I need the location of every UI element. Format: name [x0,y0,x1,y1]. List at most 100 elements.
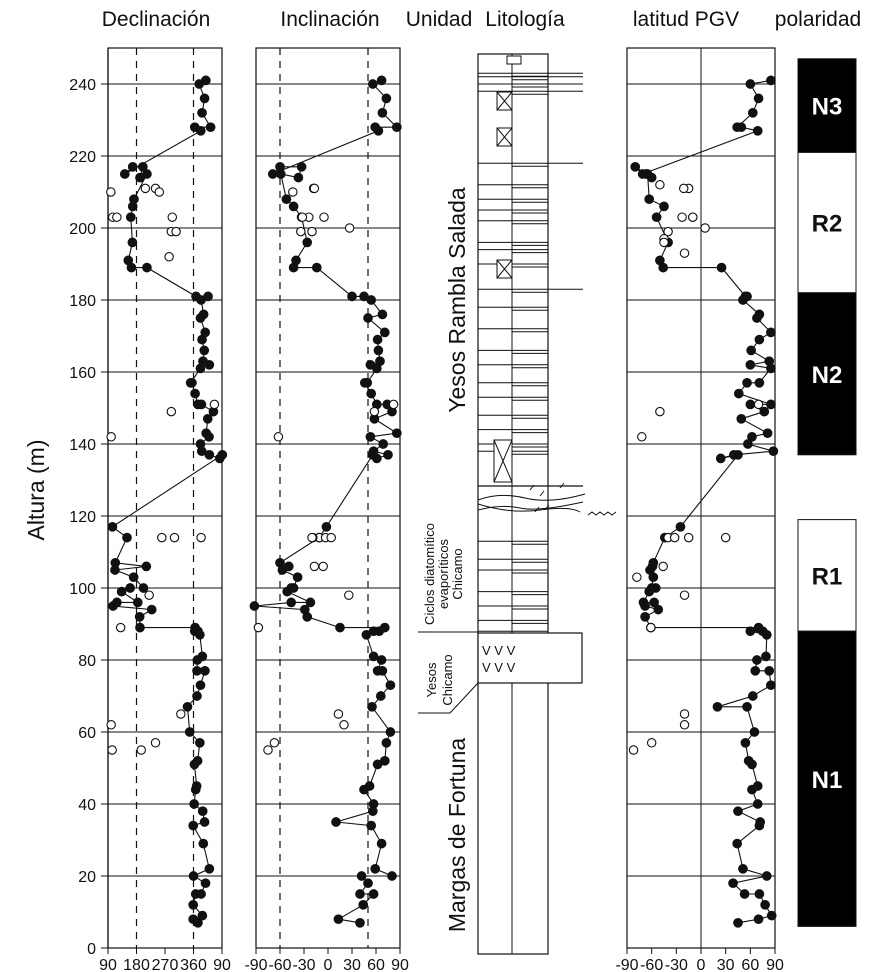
litologia-title: Litología [485,8,565,31]
latitud-point-filled [759,406,770,417]
inclinacion-point-open [369,406,380,417]
polarity-zone-n3 [797,58,857,153]
latitud-point-filled [728,878,738,889]
declinacion-point-open [166,406,177,417]
latitud-point-open [679,709,690,719]
latitud-point-open [669,532,680,543]
inclinacion-point-open [288,187,298,197]
latitud-point-filled [747,431,757,442]
declinacion-point-open [106,187,116,197]
inclinacion-point-filled [368,799,379,809]
declinacion-point-filled [185,377,196,388]
declinacion-point-filled [122,532,132,543]
latitud-x-tick-label: 60 [741,957,759,972]
latitud-point-filled [740,291,751,302]
latitud-point-open [658,561,668,572]
declinacion-point-filled [146,604,157,615]
declinacion-point-filled [198,838,209,849]
latitud-point-filled [754,309,765,320]
lithology-frame [477,53,549,955]
inclinacion-point-filled [387,871,397,881]
latitud-point-filled [747,691,758,701]
latitud-point-filled [715,453,726,464]
inclinacion-point-filled [333,914,344,925]
inclinacion-point-open [253,622,264,633]
inclinacion-point-open [269,738,280,748]
inclinacion-point-open [307,532,317,543]
latitud-point-open [655,406,665,417]
inclinacion-point-open [344,590,354,600]
latitud-point-open [663,226,673,237]
latitud-point-filled [742,701,752,712]
declinacion-point-open [154,187,165,197]
polarity-column: N3 R2 N2 R1 N1 [797,58,857,927]
declinacion-point-filled [116,586,127,597]
yesos-chicamo-block [477,632,583,684]
inclinacion-point-filled [377,107,388,118]
inclinacion-panel: -90 -60 -30 0 30 60 90 [244,47,409,972]
inclinacion-point-filled [299,604,310,615]
y-axis-label: Altura (m) [23,440,49,541]
latitud-point-open [679,248,690,258]
latitud-x-tick-label: 90 [766,957,784,972]
inclinacion-point-filled [370,122,381,133]
declinacion-point-filled [128,572,139,583]
latitud-point-filled [749,727,760,737]
inclinacion-point-filled [368,651,379,662]
inclinacion-point-filled [367,701,377,712]
inclinacion-point-filled [283,561,294,572]
inclinacion-x-tick-label: -90 [244,957,267,972]
latitud-point-open [637,432,647,442]
declinacion-point-filled [191,291,201,302]
polarity-label-n3: N3 [812,94,843,121]
inclinacion-frame [255,47,401,949]
inclinacion-point-filled [370,863,381,874]
latitud-point-filled [675,521,686,532]
declinacion-point-filled [127,161,138,172]
inclinacion-point-filled [249,601,260,611]
declinacion-point-filled [189,122,200,133]
latitud-point-filled [764,665,775,676]
declinacion-x-tick-label: 270 [152,957,179,972]
gypsum-nodule-cross [493,439,513,483]
inclinacion-point-open [388,399,399,410]
declinacion-title: Declinación [102,8,211,31]
latitud-point-filled [762,428,773,439]
latitud-point-filled [729,449,739,460]
polaridad-title: polaridad [775,8,861,31]
declinacion-point-filled [199,817,210,827]
latitud-point-filled [739,889,750,899]
declinacion-point-filled [193,399,203,410]
y-tick-label: 180 [69,293,96,310]
inclinacion-point-filled [286,597,297,608]
declinacion-point-open [171,226,181,237]
latitud-title: latitud PGV [633,8,739,31]
declinacion-point-open [144,590,154,600]
latitud-point-filled [733,806,743,817]
declinacion-point-open [176,709,186,719]
declinacion-point-filled [197,910,208,921]
inclinacion-point-filled [373,345,384,356]
declinacion-point-filled [197,806,208,817]
declinacion-point-filled [141,561,152,572]
inclinacion-point-filled [296,161,307,172]
latitud-point-filled [644,194,655,205]
inclinacion-point-filled [321,521,332,532]
y-tick-label: 240 [69,77,96,94]
latitud-point-filled [752,125,763,136]
latitud-point-filled [651,212,662,223]
inclinacion-point-filled [291,255,301,266]
latitud-point-open [646,622,656,633]
latitud-point-filled [761,871,772,881]
latitud-point-open [753,399,764,410]
latitud-point-filled [766,910,777,921]
latitud-x-tick-label: -60 [640,957,663,972]
y-axis: 0 20 40 60 80 100 120 140 160 180 200 220 240 [69,48,109,958]
gypsum-nodule-cross [496,91,513,111]
latitud-point-filled [752,799,763,809]
inclinacion-point-filled [385,727,396,737]
inclinacion-point-filled [391,428,402,439]
declinacion-point-filled [199,345,210,356]
declinacion-point-filled [191,781,202,791]
latitud-point-filled [630,161,641,172]
